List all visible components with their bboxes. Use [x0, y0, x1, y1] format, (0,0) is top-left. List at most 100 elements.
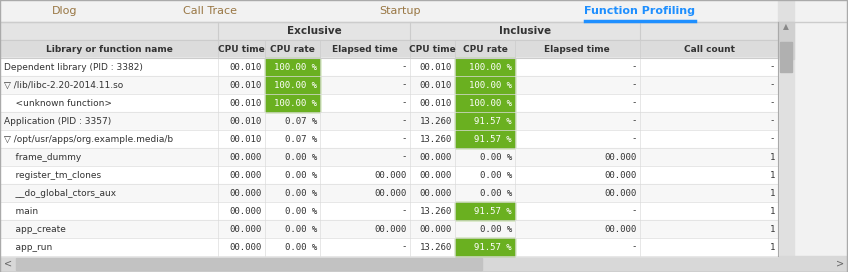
Text: 00.000: 00.000 [605, 153, 637, 162]
Text: 91.57 %: 91.57 % [474, 116, 512, 125]
Text: -: - [770, 81, 775, 89]
Bar [778, 22, 794, 59]
Text: -: - [632, 98, 637, 107]
Text: 00.010: 00.010 [230, 116, 262, 125]
Text: Function Profiling: Function Profiling [584, 6, 695, 16]
Text: ▽ /lib/libc-2.20-2014.11.so: ▽ /lib/libc-2.20-2014.11.so [4, 81, 123, 89]
Text: 00.000: 00.000 [420, 224, 452, 233]
Text: frame_dummy: frame_dummy [4, 153, 81, 162]
Text: 00.000: 00.000 [375, 224, 407, 233]
Text: main: main [4, 206, 38, 215]
Bar [780, 42, 792, 72]
Bar [0, 202, 778, 220]
Bar [0, 148, 778, 166]
Text: -: - [402, 63, 407, 72]
Text: 91.57 %: 91.57 % [474, 134, 512, 144]
Text: 0.00 %: 0.00 % [285, 243, 317, 252]
Bar [455, 76, 515, 94]
Text: -: - [632, 63, 637, 72]
Text: 0.00 %: 0.00 % [285, 206, 317, 215]
Bar [455, 94, 515, 112]
Text: register_tm_clones: register_tm_clones [4, 171, 101, 180]
Text: 13.260: 13.260 [420, 206, 452, 215]
Text: Call Trace: Call Trace [183, 6, 237, 16]
Text: __do_global_ctors_aux: __do_global_ctors_aux [4, 188, 116, 197]
Bar [455, 130, 515, 148]
Bar [0, 0, 848, 22]
Text: app_create: app_create [4, 224, 66, 233]
Text: CPU rate: CPU rate [270, 45, 315, 54]
Text: -: - [632, 243, 637, 252]
Text: 00.000: 00.000 [230, 171, 262, 180]
Text: 100.00 %: 100.00 % [469, 63, 512, 72]
Text: 00.000: 00.000 [230, 188, 262, 197]
Bar [0, 238, 778, 256]
Text: Inclusive: Inclusive [499, 26, 551, 36]
Text: 91.57 %: 91.57 % [474, 206, 512, 215]
Text: 00.010: 00.010 [420, 81, 452, 89]
Text: 00.000: 00.000 [230, 243, 262, 252]
Bar [265, 94, 320, 112]
Text: CPU time: CPU time [218, 45, 265, 54]
Text: 100.00 %: 100.00 % [274, 81, 317, 89]
Text: 13.260: 13.260 [420, 116, 452, 125]
Text: 00.010: 00.010 [230, 81, 262, 89]
Bar [0, 58, 778, 76]
Text: ▲: ▲ [783, 23, 789, 32]
Text: 13.260: 13.260 [420, 243, 452, 252]
Text: -: - [632, 116, 637, 125]
Text: 0.00 %: 0.00 % [285, 224, 317, 233]
Text: -: - [402, 243, 407, 252]
Text: 00.000: 00.000 [420, 171, 452, 180]
Text: -: - [402, 81, 407, 89]
Bar [0, 184, 778, 202]
Text: 00.010: 00.010 [230, 134, 262, 144]
Text: 00.000: 00.000 [420, 153, 452, 162]
Text: 00.010: 00.010 [230, 63, 262, 72]
Bar [0, 112, 778, 130]
Bar [0, 94, 778, 112]
Bar [265, 76, 320, 94]
Text: 00.000: 00.000 [605, 188, 637, 197]
Text: <unknown function>: <unknown function> [4, 98, 112, 107]
Text: 0.07 %: 0.07 % [285, 134, 317, 144]
Text: 00.010: 00.010 [230, 98, 262, 107]
Text: -: - [402, 206, 407, 215]
Bar [455, 58, 515, 76]
Text: 1: 1 [770, 171, 775, 180]
Text: Exclusive: Exclusive [287, 26, 342, 36]
Bar [0, 220, 778, 238]
Text: 00.000: 00.000 [375, 188, 407, 197]
Text: 0.00 %: 0.00 % [285, 153, 317, 162]
Text: 00.000: 00.000 [230, 224, 262, 233]
Bar [455, 112, 515, 130]
Text: 1: 1 [770, 243, 775, 252]
Bar [0, 22, 778, 40]
Text: 00.000: 00.000 [420, 188, 452, 197]
Text: Application (PID : 3357): Application (PID : 3357) [4, 116, 111, 125]
Text: 100.00 %: 100.00 % [274, 63, 317, 72]
Text: 00.010: 00.010 [420, 63, 452, 72]
Text: Elapsed time: Elapsed time [332, 45, 398, 54]
Text: 1: 1 [770, 206, 775, 215]
Bar [0, 256, 848, 272]
Text: 1: 1 [770, 224, 775, 233]
Bar [0, 40, 778, 58]
Bar [265, 58, 320, 76]
Text: 1: 1 [770, 153, 775, 162]
Text: 00.000: 00.000 [230, 153, 262, 162]
Text: -: - [770, 98, 775, 107]
Text: 00.000: 00.000 [375, 171, 407, 180]
Text: 0.07 %: 0.07 % [285, 116, 317, 125]
Text: -: - [632, 206, 637, 215]
Text: 91.57 %: 91.57 % [474, 243, 512, 252]
Bar [16, 258, 482, 270]
Text: Elapsed time: Elapsed time [544, 45, 610, 54]
Text: 00.000: 00.000 [605, 224, 637, 233]
Bar [455, 238, 515, 256]
Text: 13.260: 13.260 [420, 134, 452, 144]
Text: -: - [402, 134, 407, 144]
Text: -: - [770, 63, 775, 72]
Text: Dlog: Dlog [53, 6, 78, 16]
Text: CPU time: CPU time [409, 45, 455, 54]
